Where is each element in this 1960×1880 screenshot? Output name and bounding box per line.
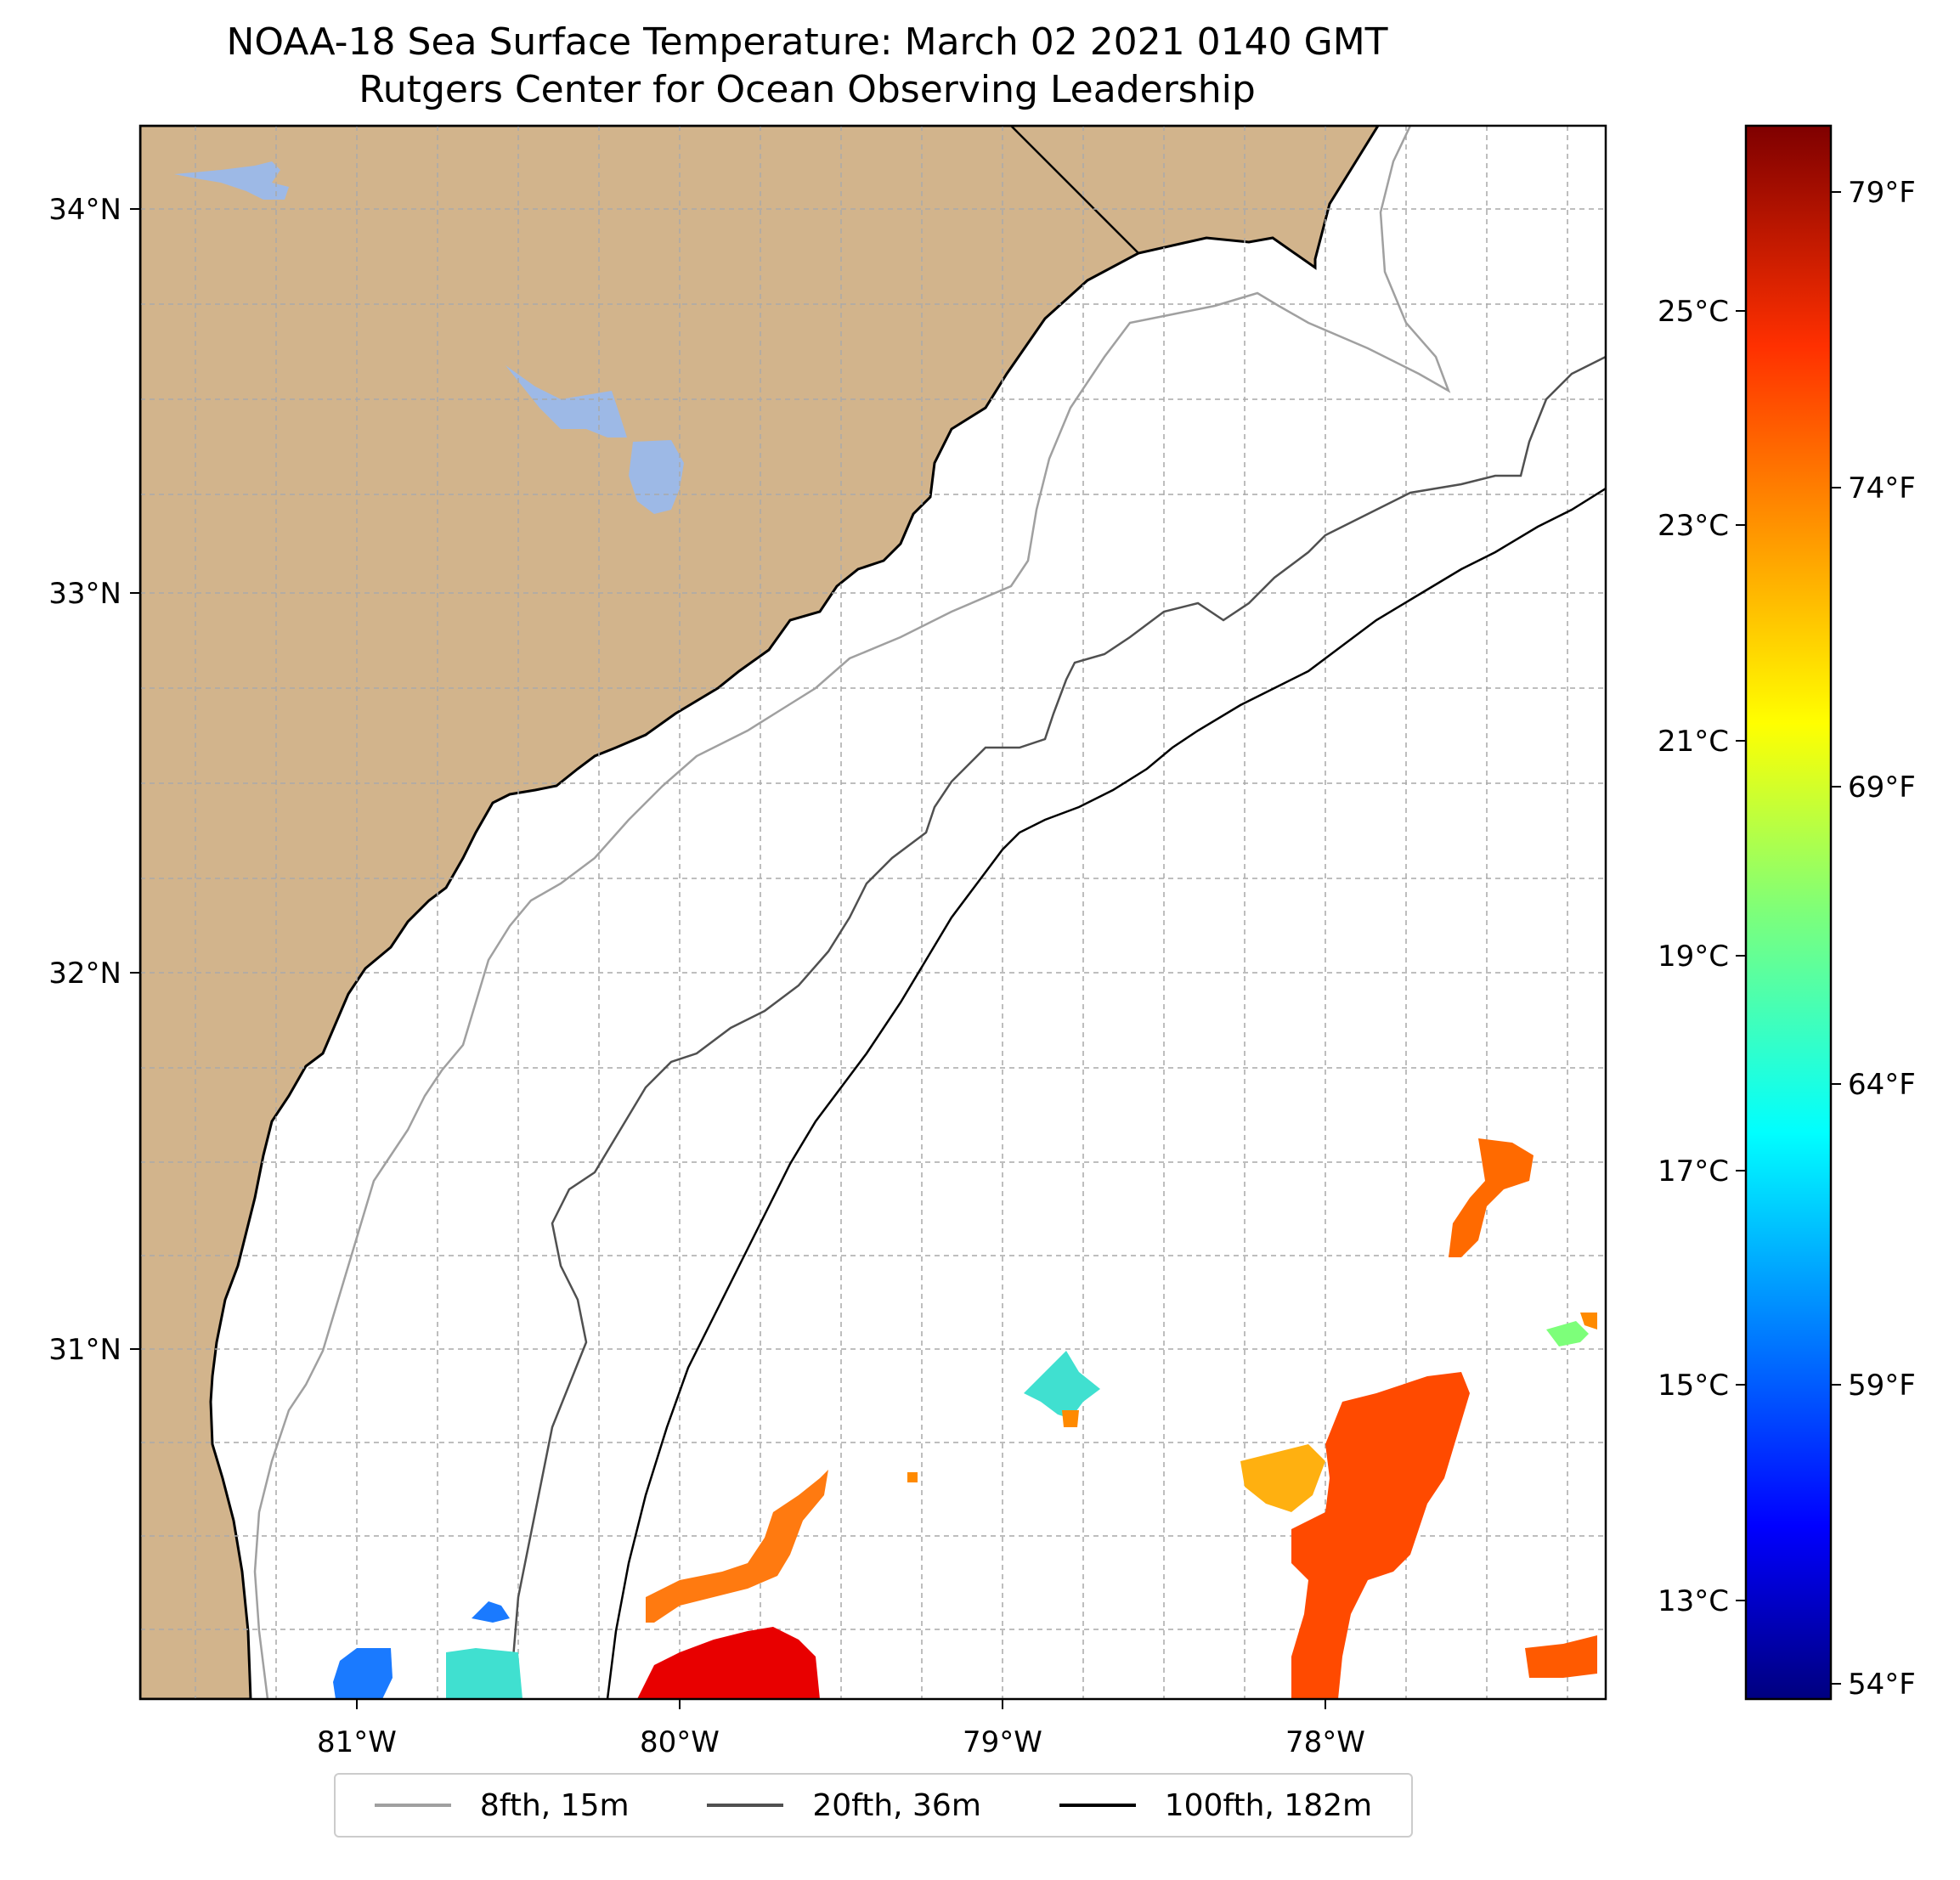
legend-item-8fth: 8fth, 15m <box>374 1787 630 1823</box>
lon-label: 80°W <box>640 1725 720 1759</box>
sst-patch <box>446 1648 522 1699</box>
sst-patch <box>1525 1635 1597 1678</box>
sst-patch <box>907 1472 918 1482</box>
lat-label: 31°N <box>48 1333 121 1367</box>
legend-line-100fth <box>1059 1804 1136 1807</box>
lon-label: 78°W <box>1285 1725 1365 1759</box>
legend-label: 8fth, 15m <box>479 1787 630 1823</box>
fahrenheit-label: 79°F <box>1848 176 1916 210</box>
map-title: NOAA-18 Sea Surface Temperature: March 0… <box>226 20 1388 64</box>
axis-ticks <box>130 208 1326 1709</box>
sst-patch <box>1580 1313 1597 1330</box>
celsius-label: 17°C <box>1658 1155 1729 1188</box>
lat-label: 34°N <box>48 193 121 227</box>
celsius-label: 15°C <box>1658 1369 1729 1403</box>
lake <box>629 440 684 514</box>
fahrenheit-label: 59°F <box>1848 1369 1916 1403</box>
isobath-8fth <box>253 126 1451 1699</box>
sst-patch <box>1024 1351 1100 1419</box>
celsius-label: 19°C <box>1658 940 1729 974</box>
sst-patch <box>472 1601 510 1623</box>
lake <box>506 365 627 438</box>
legend-label: 100fth, 182m <box>1164 1787 1373 1823</box>
legend-item-100fth: 100fth, 182m <box>1059 1788 1372 1823</box>
isobath-100fth <box>606 487 1606 1699</box>
map-subtitle: Rutgers Center for Ocean Observing Leade… <box>359 68 1256 111</box>
fahrenheit-label: 69°F <box>1848 771 1916 805</box>
lon-label: 81°W <box>317 1725 397 1759</box>
lon-label: 79°W <box>963 1725 1042 1759</box>
celsius-label: 23°C <box>1658 509 1729 543</box>
colorbar <box>1744 124 1833 1701</box>
sst-patch <box>1062 1410 1079 1427</box>
lat-label: 32°N <box>48 957 121 991</box>
legend-item-20fth: 20fth, 36m <box>707 1788 981 1823</box>
sst-patch <box>1240 1444 1325 1512</box>
fahrenheit-label: 64°F <box>1848 1068 1916 1102</box>
fahrenheit-label: 54°F <box>1848 1668 1916 1702</box>
sst-patch <box>1546 1321 1589 1346</box>
celsius-label: 21°C <box>1658 725 1729 759</box>
colorbar-ticks <box>1736 191 1841 1685</box>
sst-patch <box>1291 1372 1470 1699</box>
sst-patch <box>1449 1138 1534 1257</box>
legend-line-8fth <box>374 1804 451 1807</box>
isobath-legend: 8fth, 15m 20fth, 36m 100fth, 182m <box>334 1773 1413 1838</box>
lat-label: 33°N <box>48 577 121 611</box>
legend-label: 20fth, 36m <box>812 1787 981 1823</box>
fahrenheit-label: 74°F <box>1848 471 1916 505</box>
isobath-20fth <box>508 355 1606 1699</box>
land <box>140 126 1380 1699</box>
celsius-label: 13°C <box>1658 1584 1729 1618</box>
sst-patch <box>637 1627 820 1699</box>
legend-line-20fth <box>707 1804 784 1807</box>
map-frame <box>138 124 1607 1701</box>
sst-patch <box>333 1648 393 1699</box>
sst-patch <box>646 1470 828 1623</box>
celsius-label: 25°C <box>1658 295 1729 329</box>
lake <box>174 161 289 200</box>
state-border <box>1010 126 1139 254</box>
